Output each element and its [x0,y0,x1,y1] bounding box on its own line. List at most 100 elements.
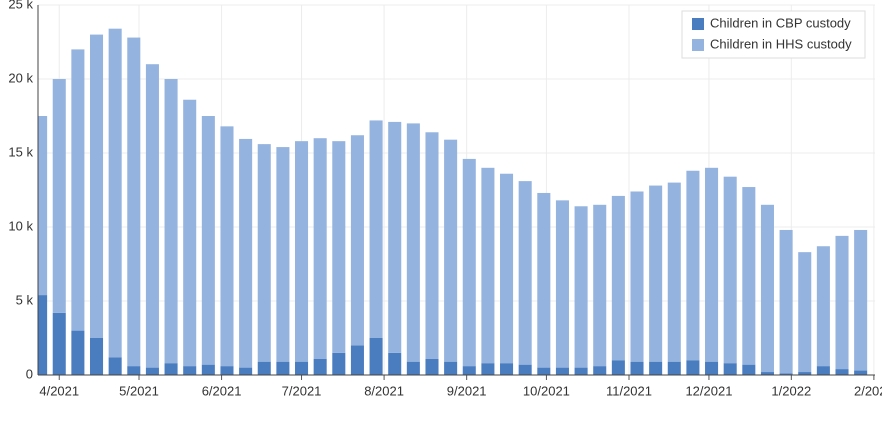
x-tick-label: 8/2021 [364,383,404,398]
bar-segment [816,246,830,367]
x-tick-label: 1/2022 [771,383,811,398]
bar-segment [481,167,495,364]
x-tick-label: 6/2021 [202,383,242,398]
legend-swatch [692,39,704,51]
legend-label: Children in CBP custody [710,15,851,30]
bar-segment [350,345,364,375]
x-tick-label: 5/2021 [119,383,159,398]
y-tick-label: 10 k [8,218,33,233]
bar-segment [816,366,830,375]
bar-segment [71,330,85,375]
bar-segment [798,372,812,375]
bar-segment [462,158,476,367]
bar-segment [52,79,66,313]
bar-segment [779,373,793,375]
x-tick-label: 10/2021 [523,383,570,398]
bar-segment [537,192,551,368]
x-tick-label: 4/2021 [39,383,79,398]
bar-segment [89,34,104,338]
bar-segment [239,138,253,368]
x-tick-label: 12/2021 [685,383,732,398]
bar-segment [332,141,346,353]
bar-segment [220,126,234,367]
bar-segment [127,366,141,375]
bar-segment [145,367,159,375]
bar-segment [276,147,290,362]
bar-segment [667,361,681,375]
bar-segment [462,366,476,375]
bar-segment [276,361,290,375]
bar-segment [332,352,346,375]
bar-segment [38,116,48,296]
bar-segment [686,170,700,361]
legend-swatch [692,18,704,30]
bar-segment [444,139,458,362]
bar-segment [686,360,700,375]
bar-segment [425,358,439,375]
bar-segment [444,361,458,375]
x-tick-label: 9/2021 [447,383,487,398]
bar-segment [798,252,812,373]
x-tick-label: 11/2021 [606,383,652,398]
bar-segment [630,191,644,362]
bar-segment [611,195,625,361]
bar-segment [52,312,66,375]
bar-segment [201,116,215,365]
bar-segment [388,121,402,353]
y-tick-label: 20 k [8,70,33,85]
bar-segment [760,372,774,375]
bar-segment [555,367,569,375]
bar-segment [760,204,774,373]
bar-segment [481,363,495,375]
bar-segment [611,360,625,375]
bar-segment [108,28,122,358]
bar-segment [649,185,663,362]
bar-segment [705,167,719,362]
bar-segment [854,370,868,375]
y-tick-label: 15 k [8,144,33,159]
bar-segment [369,338,383,375]
bar-segment [164,79,178,364]
bar-segment [854,229,868,371]
x-tick-label: 2/2022 [854,383,882,398]
bar-segment [518,364,532,375]
bar-segment [574,367,588,375]
bar-segment [705,361,719,375]
bar-segment [145,64,159,368]
legend-label: Children in HHS custody [710,36,852,51]
bar-segment [257,361,271,375]
bar-segment [164,363,178,375]
bar-segment [835,369,849,375]
bar-segment [295,141,309,362]
bar-segment [350,135,364,346]
bar-segment [667,182,681,362]
bar-segment [71,49,85,331]
bar-segment [518,181,532,365]
bar-segment [313,358,327,375]
bar-segment [425,132,439,359]
bar-segment [723,176,737,364]
bar-segment [500,363,514,375]
y-tick-label: 5 k [16,292,34,307]
bar-segment [723,363,737,375]
bar-segment [257,144,271,362]
bar-segment [295,361,309,375]
bar-segment [537,367,551,375]
bar-segment [630,361,644,375]
bar-segment [183,366,197,375]
bar-segment [742,364,756,375]
bar-segment [742,187,756,365]
bar-segment [108,357,122,375]
y-tick-label: 25 k [8,0,33,11]
bar-segment [649,361,663,375]
bar-segment [127,37,141,367]
y-tick-label: 0 [26,366,33,381]
bar-segment [406,123,420,362]
bar-segment [201,364,215,375]
bar-segment [369,120,383,338]
bar-segment [220,366,234,375]
bar-segment [406,361,420,375]
bar-segment [89,338,104,375]
bar-segment [388,352,402,375]
